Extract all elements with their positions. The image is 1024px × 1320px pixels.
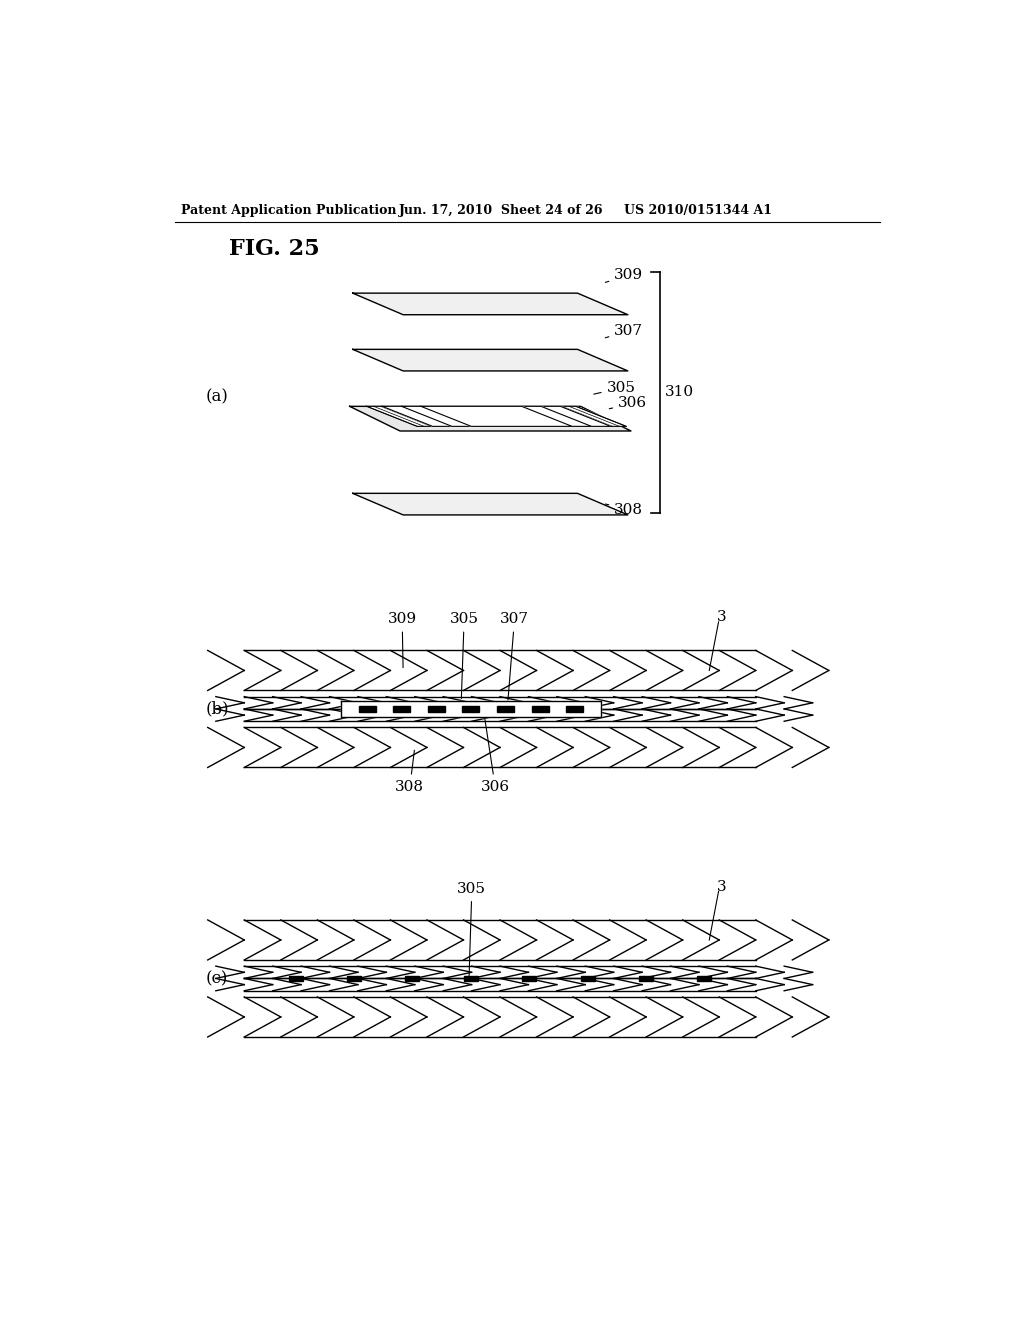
Polygon shape: [428, 706, 444, 711]
Text: 309: 309: [605, 268, 643, 282]
Polygon shape: [463, 706, 479, 711]
Text: 306: 306: [480, 719, 510, 793]
Polygon shape: [245, 709, 756, 721]
Polygon shape: [393, 706, 411, 711]
Text: 307: 307: [605, 323, 643, 338]
Polygon shape: [245, 651, 756, 690]
Polygon shape: [401, 407, 592, 426]
Text: 305: 305: [450, 612, 478, 698]
Text: (b): (b): [206, 701, 229, 718]
Polygon shape: [245, 697, 756, 709]
Polygon shape: [566, 706, 584, 711]
Polygon shape: [245, 920, 756, 960]
Polygon shape: [531, 706, 549, 711]
Polygon shape: [352, 350, 628, 371]
Polygon shape: [289, 977, 303, 981]
Polygon shape: [581, 977, 595, 981]
Text: Jun. 17, 2010  Sheet 24 of 26: Jun. 17, 2010 Sheet 24 of 26: [399, 205, 604, 218]
Polygon shape: [352, 494, 628, 515]
Text: FIG. 25: FIG. 25: [228, 239, 319, 260]
Polygon shape: [245, 966, 756, 978]
Text: (a): (a): [206, 388, 228, 405]
Polygon shape: [497, 706, 514, 711]
Text: (c): (c): [206, 970, 228, 987]
Text: 310: 310: [665, 385, 694, 400]
Polygon shape: [245, 727, 756, 767]
Text: 308: 308: [605, 503, 643, 516]
Text: Patent Application Publication: Patent Application Publication: [180, 205, 396, 218]
Polygon shape: [352, 293, 628, 314]
Polygon shape: [382, 407, 611, 426]
Polygon shape: [358, 706, 376, 711]
Text: 307: 307: [500, 612, 529, 700]
Polygon shape: [347, 977, 361, 981]
Polygon shape: [421, 407, 572, 426]
Text: 3: 3: [717, 880, 727, 894]
Text: 308: 308: [395, 750, 424, 793]
Text: US 2010/0151344 A1: US 2010/0151344 A1: [624, 205, 772, 218]
Polygon shape: [406, 977, 420, 981]
Polygon shape: [697, 977, 712, 981]
Polygon shape: [245, 997, 756, 1038]
Polygon shape: [245, 978, 756, 991]
Polygon shape: [349, 407, 631, 430]
Text: 305: 305: [458, 882, 486, 975]
Polygon shape: [639, 977, 653, 981]
Text: 3: 3: [717, 610, 727, 624]
Polygon shape: [464, 977, 478, 981]
Text: 305: 305: [594, 381, 636, 395]
Polygon shape: [522, 977, 537, 981]
Polygon shape: [367, 407, 627, 426]
Text: 306: 306: [609, 396, 647, 411]
Text: 309: 309: [388, 612, 417, 668]
Polygon shape: [341, 701, 601, 717]
